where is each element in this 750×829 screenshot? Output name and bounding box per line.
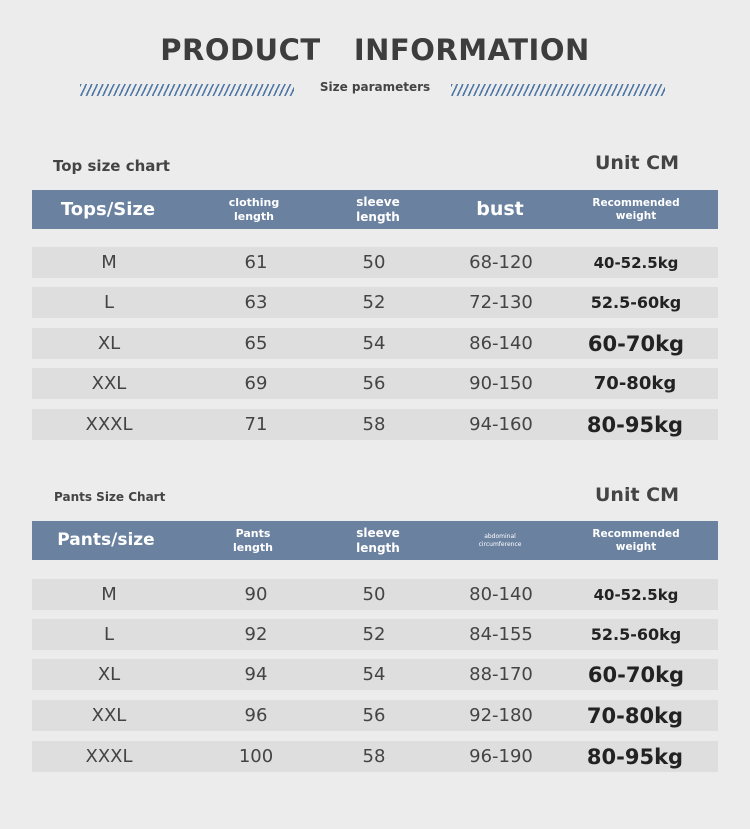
weight-cell: 52.5-60kg: [590, 625, 682, 644]
weight-cell: 40-52.5kg: [593, 253, 679, 272]
sleeve-cell: 50: [362, 584, 386, 605]
table-row: M 90 50 80-140 40-52.5kg: [32, 579, 718, 610]
length-cell: 96: [244, 705, 268, 726]
length-cell: 65: [244, 333, 268, 354]
decorative-hatch-left: [80, 84, 294, 96]
size-cell: XXL: [91, 705, 127, 726]
size-cell: M: [101, 252, 117, 273]
table-header: Pants/size Pants length sleeve length ab…: [32, 521, 718, 560]
sleeve-cell: 52: [362, 624, 386, 645]
sleeve-cell: 52: [362, 292, 386, 313]
weight-cell: 52.5-60kg: [590, 293, 682, 312]
abdominal-cell: 92-180: [469, 705, 533, 726]
table-row: XXL 69 56 90-150 70-80kg: [32, 368, 718, 399]
table-row: XXL 96 56 92-180 70-80kg: [32, 700, 718, 731]
weight-cell: 70-80kg: [586, 703, 684, 728]
weight-cell: 60-70kg: [587, 331, 685, 356]
pants-unit-label: Unit CM: [595, 484, 680, 506]
pants-size-table: Pants/size Pants length sleeve length ab…: [32, 521, 718, 772]
length-cell: 90: [244, 584, 268, 605]
length-cell: 61: [244, 252, 268, 273]
header-cell: bust: [476, 198, 524, 221]
header-cell: Pants length: [232, 527, 274, 554]
length-cell: 69: [244, 373, 268, 394]
length-cell: 94: [244, 664, 268, 685]
sleeve-cell: 54: [362, 664, 386, 685]
table-row: XXXL 100 58 96-190 80-95kg: [32, 741, 718, 772]
top-chart-label: Top size chart: [53, 157, 170, 175]
table-row: L 63 52 72-130 52.5-60kg: [32, 287, 718, 318]
size-cell: L: [103, 292, 115, 313]
header-cell: Recommended weight: [592, 196, 680, 222]
page-subtitle: Size parameters: [319, 80, 431, 94]
bust-cell: 68-120: [469, 252, 533, 273]
bust-cell: 86-140: [469, 333, 533, 354]
abdominal-cell: 88-170: [469, 664, 533, 685]
weight-cell: 40-52.5kg: [593, 585, 679, 604]
weight-cell: 80-95kg: [586, 412, 684, 437]
decorative-hatch-right: [451, 84, 665, 96]
bust-cell: 72-130: [469, 292, 533, 313]
size-cell: XXXL: [85, 746, 133, 767]
top-unit-label: Unit CM: [595, 152, 680, 174]
size-cell: L: [103, 624, 115, 645]
weight-cell: 80-95kg: [586, 744, 684, 769]
abdominal-cell: 84-155: [469, 624, 533, 645]
table-row: M 61 50 68-120 40-52.5kg: [32, 247, 718, 278]
length-cell: 71: [244, 414, 268, 435]
sleeve-cell: 58: [362, 746, 386, 767]
table-row: XL 94 54 88-170 60-70kg: [32, 659, 718, 690]
abdominal-cell: 80-140: [469, 584, 533, 605]
size-cell: XL: [97, 333, 121, 354]
bust-cell: 94-160: [469, 414, 533, 435]
header-cell: abdominal circumference: [478, 533, 522, 548]
page-title: PRODUCT INFORMATION: [160, 33, 590, 67]
table-row: XL 65 54 86-140 60-70kg: [32, 328, 718, 359]
pants-chart-label: Pants Size Chart: [54, 490, 166, 504]
table-header: Tops/Size clothing length sleeve length …: [32, 190, 718, 229]
sleeve-cell: 54: [362, 333, 386, 354]
header-cell: Pants/size: [57, 530, 155, 551]
weight-cell: 60-70kg: [587, 662, 685, 687]
header-cell: sleeve length: [356, 526, 400, 555]
sleeve-cell: 50: [362, 252, 386, 273]
sleeve-cell: 56: [362, 705, 386, 726]
size-cell: M: [101, 584, 117, 605]
header-cell: clothing length: [228, 196, 280, 223]
bust-cell: 90-150: [469, 373, 533, 394]
header-cell: Tops/Size: [60, 198, 156, 220]
abdominal-cell: 96-190: [469, 746, 533, 767]
length-cell: 63: [244, 292, 268, 313]
table-row: L 92 52 84-155 52.5-60kg: [32, 619, 718, 650]
header-cell: Recommended weight: [592, 527, 680, 553]
table-row: XXXL 71 58 94-160 80-95kg: [32, 409, 718, 440]
length-cell: 92: [244, 624, 268, 645]
top-size-table: Tops/Size clothing length sleeve length …: [32, 190, 718, 440]
length-cell: 100: [238, 746, 274, 767]
size-cell: XXXL: [85, 414, 133, 435]
header-cell: sleeve length: [356, 195, 400, 224]
weight-cell: 70-80kg: [593, 373, 677, 394]
size-cell: XL: [97, 664, 121, 685]
size-cell: XXL: [91, 373, 127, 394]
sleeve-cell: 56: [362, 373, 386, 394]
sleeve-cell: 58: [362, 414, 386, 435]
